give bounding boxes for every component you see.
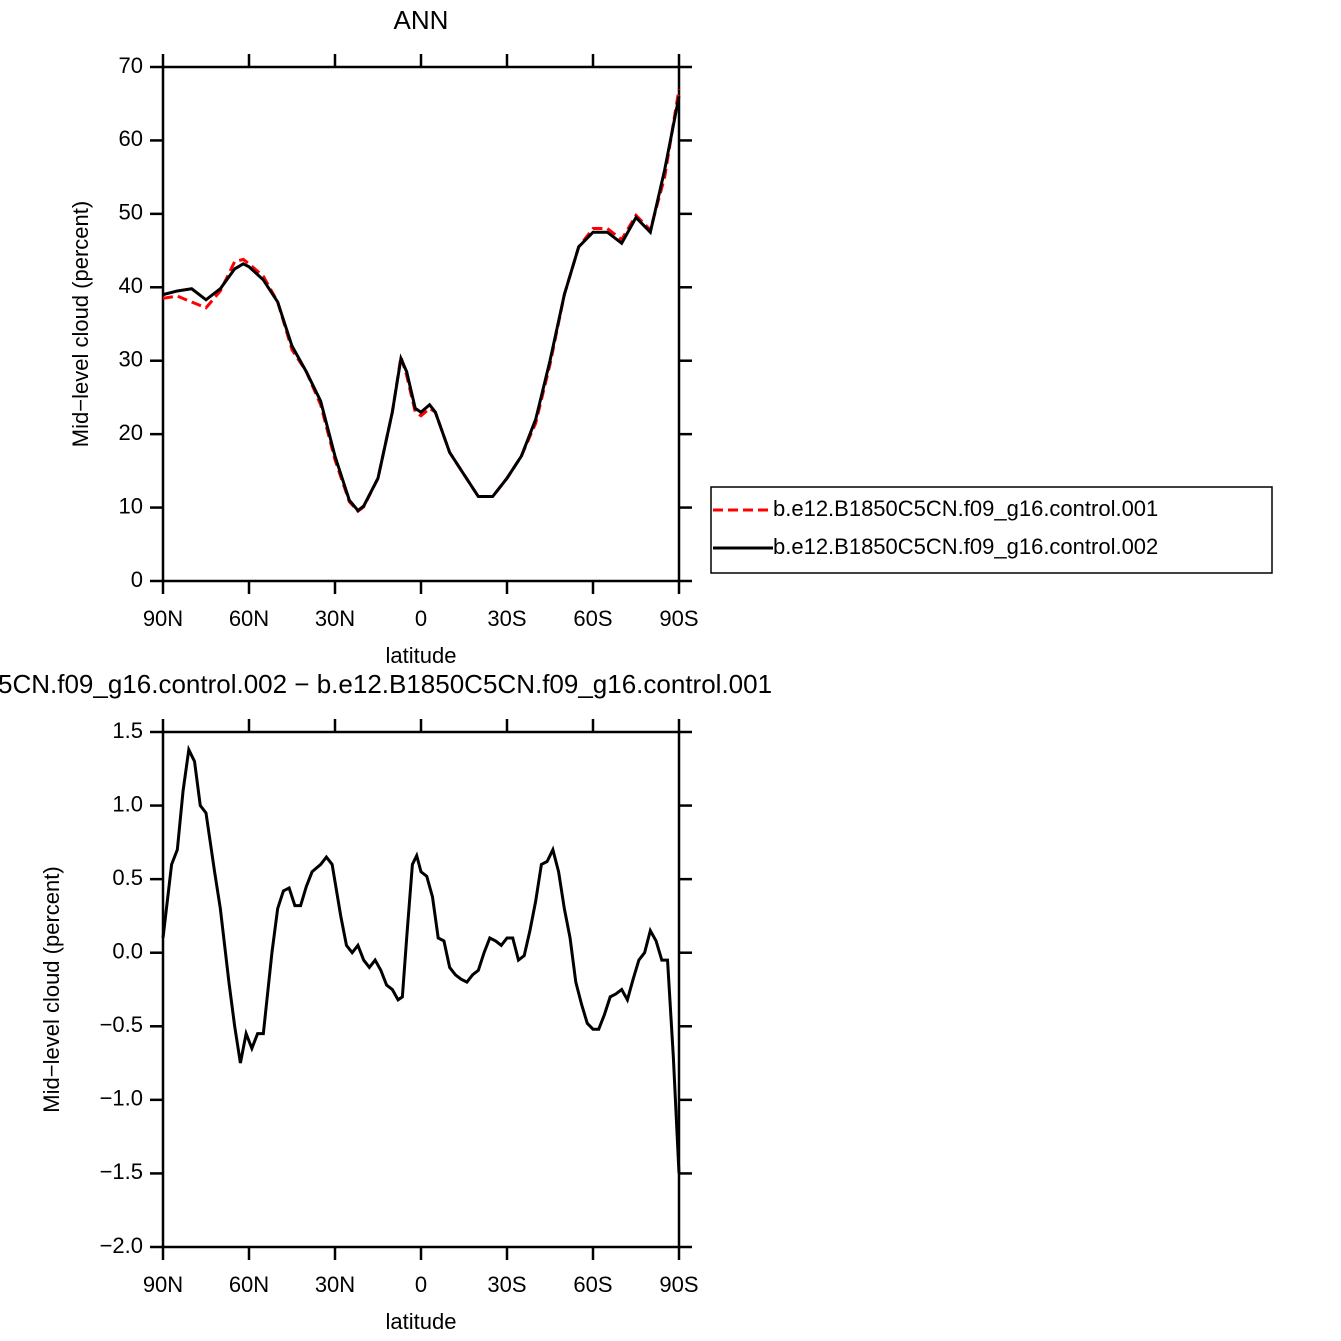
x-tick-label: 90S bbox=[659, 606, 698, 631]
y-tick-label: −0.5 bbox=[100, 1012, 143, 1037]
y-tick-label: −2.0 bbox=[100, 1233, 143, 1258]
y-tick-label: 0.0 bbox=[112, 939, 143, 964]
y-tick-label: 60 bbox=[119, 126, 143, 151]
x-tick-label: 60S bbox=[573, 1272, 612, 1297]
x-tick-label: 60N bbox=[229, 606, 269, 631]
x-tick-label: 60N bbox=[229, 1272, 269, 1297]
y-tick-label: 0.5 bbox=[112, 865, 143, 890]
y-tick-label: 70 bbox=[119, 53, 143, 78]
x-tick-label: 90N bbox=[143, 1272, 183, 1297]
x-tick-label: 90N bbox=[143, 606, 183, 631]
x-tick-label: 0 bbox=[415, 606, 427, 631]
x-tick-label: 90S bbox=[659, 1272, 698, 1297]
data-line bbox=[162, 96, 681, 513]
y-tick-label: 1.0 bbox=[112, 791, 143, 816]
x-tick-label: 30S bbox=[487, 606, 526, 631]
data-line bbox=[162, 88, 681, 514]
x-tick-label: 0 bbox=[415, 1272, 427, 1297]
y-tick-label: −1.5 bbox=[100, 1159, 143, 1184]
y-tick-label: −1.0 bbox=[100, 1086, 143, 1111]
y-axis-label: Mid−level cloud (percent) bbox=[68, 201, 93, 447]
plot-frame bbox=[161, 730, 681, 1249]
x-axis-label: latitude bbox=[386, 643, 457, 668]
legend-box bbox=[710, 486, 1273, 574]
data-line bbox=[161, 744, 681, 1174]
y-tick-label: 0 bbox=[131, 567, 143, 592]
x-tick-label: 60S bbox=[573, 606, 612, 631]
plot-frame bbox=[161, 65, 681, 583]
legend-label: b.e12.B1850C5CN.f09_g16.control.001 bbox=[773, 496, 1158, 521]
x-tick-label: 30S bbox=[487, 1272, 526, 1297]
chart-title: ANN bbox=[394, 5, 449, 35]
chart-title: 5CN.f09_g16.control.002 − b.e12.B1850C5C… bbox=[0, 669, 772, 699]
y-tick-label: 30 bbox=[119, 347, 143, 372]
x-tick-label: 30N bbox=[315, 1272, 355, 1297]
y-tick-label: 40 bbox=[119, 273, 143, 298]
y-tick-label: 10 bbox=[119, 493, 143, 518]
y-axis-label: Mid−level cloud (percent) bbox=[39, 866, 64, 1112]
y-tick-label: 20 bbox=[119, 420, 143, 445]
y-tick-label: 50 bbox=[119, 200, 143, 225]
legend-label: b.e12.B1850C5CN.f09_g16.control.002 bbox=[773, 534, 1158, 559]
y-tick-label: 1.5 bbox=[112, 718, 143, 743]
x-axis-label: latitude bbox=[386, 1309, 457, 1334]
x-tick-label: 30N bbox=[315, 606, 355, 631]
